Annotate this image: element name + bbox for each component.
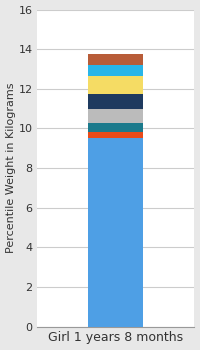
Bar [88,65,143,76]
Bar [88,132,143,138]
Bar [88,108,143,124]
Bar [88,138,143,327]
Bar [88,94,143,108]
Y-axis label: Percentile Weight in Kilograms: Percentile Weight in Kilograms [6,83,16,253]
Bar [88,54,143,65]
Bar [88,124,143,132]
Bar [88,76,143,94]
